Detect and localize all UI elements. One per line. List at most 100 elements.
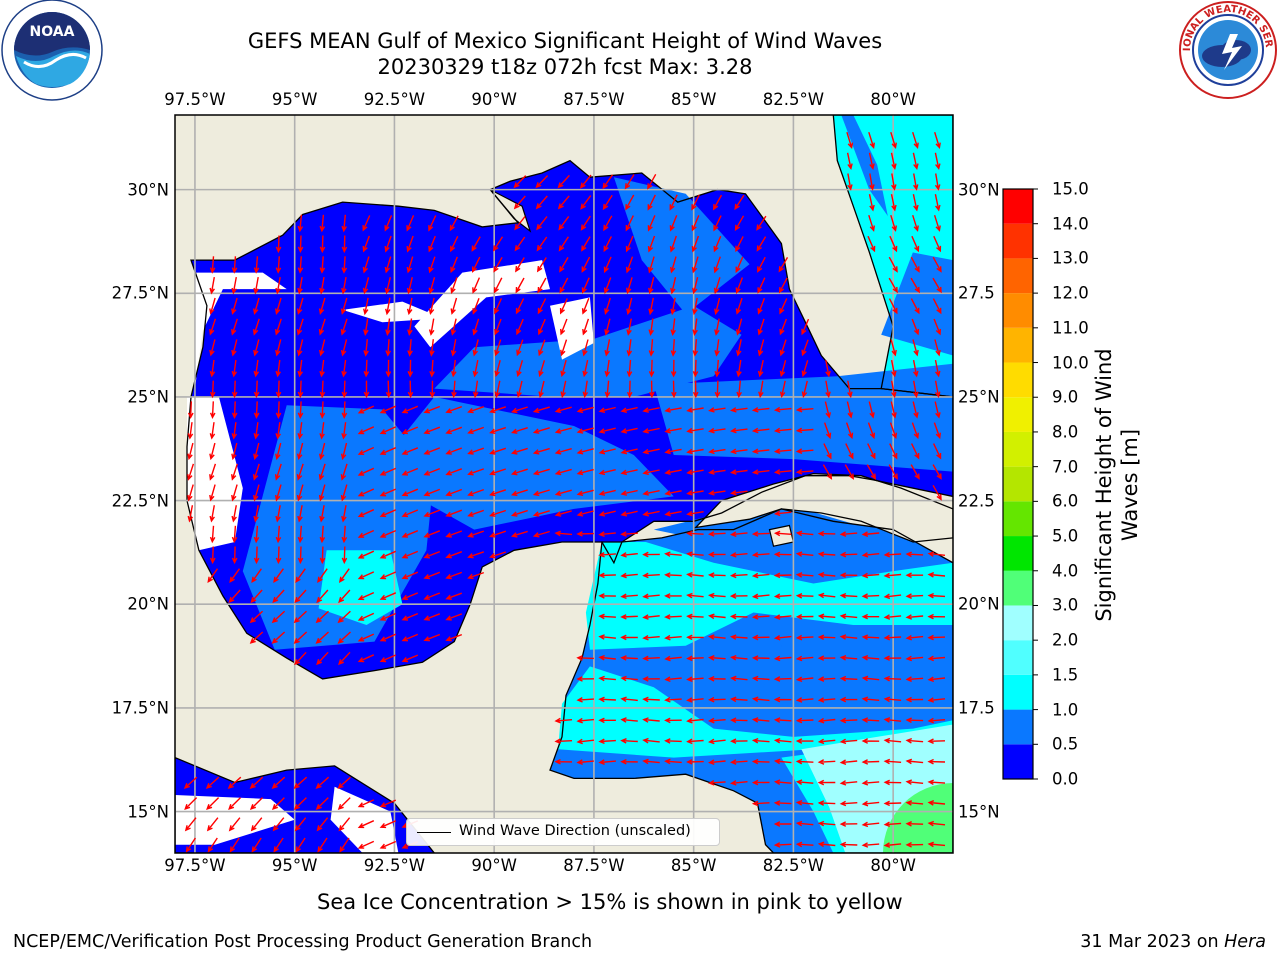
wave-direction-arrow [338, 589, 351, 604]
colorbar-segment [1003, 293, 1033, 328]
wave-direction-arrow [294, 651, 307, 666]
wave-direction-arrow [271, 797, 285, 811]
wave-direction-arrow [379, 820, 397, 829]
wave-direction-arrow [686, 551, 704, 557]
wave-direction-arrow [295, 568, 306, 584]
wave-direction-arrow [817, 613, 836, 620]
wave-direction-arrow [401, 654, 419, 663]
wave-direction-arrow [385, 339, 392, 357]
wave-direction-arrow [817, 717, 836, 724]
wave-direction-arrow [778, 257, 789, 273]
wave-direction-arrow [927, 779, 946, 786]
wave-direction-arrow [839, 821, 858, 827]
wave-direction-arrow [670, 318, 676, 337]
wave-direction-arrow [890, 339, 897, 357]
wave-direction-arrow [297, 256, 304, 274]
wave-direction-arrow [297, 339, 304, 357]
wave-direction-arrow [825, 359, 831, 378]
wave-direction-arrow [664, 407, 682, 413]
wave-direction-arrow [318, 484, 326, 502]
wave-direction-arrow [209, 484, 216, 502]
wave-direction-arrow [708, 490, 726, 496]
lat-tick-right: 25°N [958, 387, 1000, 407]
wave-direction-arrow [401, 405, 419, 414]
wave-direction-arrow [729, 490, 748, 496]
wave-direction-arrow [271, 631, 286, 644]
wave-direction-arrow [714, 318, 720, 336]
wave-direction-arrow [598, 448, 616, 455]
wave-direction-arrow [664, 717, 682, 724]
wave-direction-arrow [669, 215, 678, 232]
wave-direction-arrow [471, 236, 481, 252]
wave-direction-arrow [861, 759, 880, 765]
wave-direction-arrow [905, 572, 924, 579]
wave-direction-arrow [889, 443, 898, 460]
wave-direction-arrow [253, 546, 260, 565]
wave-direction-arrow [445, 530, 463, 538]
lat-tick-left: 25°N [127, 387, 169, 407]
wave-direction-arrow [932, 464, 942, 480]
colorbar-tick-label: 15.0 [1052, 179, 1089, 199]
wave-direction-arrow [494, 380, 501, 399]
wave-direction-arrow [620, 758, 638, 765]
colorbar-segment [1003, 327, 1033, 363]
wave-direction-arrow [423, 509, 441, 517]
chart-subtitle: 20230329 t18z 072h fcst Max: 3.28 [377, 55, 753, 79]
wave-direction-arrow [598, 696, 616, 703]
wave-direction-arrow [598, 427, 616, 434]
wave-direction-arrow [642, 696, 660, 703]
wave-direction-arrow [295, 837, 306, 853]
wave-direction-arrow [297, 401, 304, 419]
wave-direction-arrow [406, 297, 413, 316]
colorbar-segment [1003, 189, 1033, 224]
wave-direction-arrow [647, 194, 656, 211]
wave-direction-arrow [839, 613, 858, 620]
wave-direction-arrow [888, 256, 898, 273]
wave-direction-arrow [319, 276, 325, 295]
wave-direction-arrow [649, 380, 655, 399]
wave-direction-arrow [319, 235, 326, 254]
wave-direction-arrow [315, 776, 330, 789]
wave-direction-arrow [686, 572, 704, 578]
wave-direction-arrow [604, 318, 611, 336]
wave-direction-arrow [664, 469, 682, 475]
wave-direction-arrow [536, 257, 547, 273]
wave-direction-arrow [664, 676, 682, 683]
wave-direction-arrow [934, 401, 941, 419]
wave-direction-arrow [423, 571, 441, 580]
wave-direction-arrow [664, 510, 682, 517]
wave-direction-arrow [910, 256, 920, 273]
wave-direction-arrow [338, 651, 351, 666]
wave-direction-arrow [883, 572, 902, 579]
wave-direction-arrow [795, 572, 814, 578]
wave-direction-arrow [231, 339, 238, 357]
wave-direction-arrow [642, 448, 660, 455]
wave-direction-arrow [580, 195, 592, 210]
wave-band-high-1 [558, 666, 953, 762]
wave-direction-arrow [296, 318, 304, 336]
map-frame [174, 114, 954, 854]
wave-direction-arrow [598, 406, 616, 413]
wave-direction-arrow [664, 551, 682, 557]
wave-direction-arrow [686, 634, 704, 641]
coastline-3 [832, 115, 953, 398]
wave-direction-arrow [598, 654, 616, 661]
wave-direction-arrow [554, 717, 573, 724]
wave-direction-arrow [379, 840, 397, 849]
wave-direction-arrow [889, 235, 898, 253]
wave-direction-arrow [932, 298, 942, 315]
wave-direction-arrow [730, 531, 748, 537]
footer-date-text: 31 Mar 2023 on [1080, 932, 1225, 952]
wave-direction-arrow [708, 448, 726, 455]
wave-direction-arrow [625, 256, 634, 274]
lon-tick-top: 82.5°W [762, 90, 825, 109]
wave-direction-arrow [407, 380, 414, 399]
wave-direction-arrow [735, 277, 744, 295]
wave-direction-arrow [751, 614, 770, 620]
wave-direction-arrow [905, 676, 924, 682]
wave-direction-arrow [451, 359, 457, 378]
wave-direction-arrow [209, 297, 216, 315]
wave-direction-arrow [686, 717, 704, 724]
wave-direction-arrow [472, 277, 481, 294]
wave-direction-arrow [338, 817, 351, 832]
